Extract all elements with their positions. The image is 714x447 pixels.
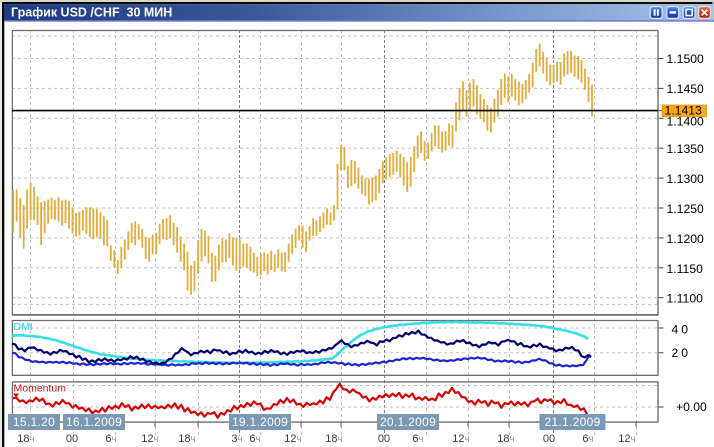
svg-text:1.1250: 1.1250 (667, 202, 704, 216)
svg-text:1.1350: 1.1350 (667, 142, 704, 156)
svg-text:19.1.2009: 19.1.2009 (232, 415, 288, 429)
svg-text:6ч: 6ч (249, 433, 260, 445)
svg-text:12ч: 12ч (284, 433, 301, 445)
svg-text:+0.00: +0.00 (676, 400, 707, 414)
svg-text:1.1413: 1.1413 (665, 104, 702, 118)
svg-text:18ч: 18ч (497, 433, 514, 445)
svg-text:График USD /CHF 30 МИН: График USD /CHF 30 МИН (11, 6, 172, 20)
svg-text:DMI: DMI (14, 321, 33, 333)
svg-text:1.1300: 1.1300 (667, 172, 704, 186)
svg-text:00: 00 (66, 433, 78, 445)
svg-text:18ч: 18ч (325, 433, 342, 445)
svg-text:Momentum: Momentum (14, 383, 67, 395)
svg-text:1.1450: 1.1450 (667, 82, 704, 96)
svg-text:18ч: 18ч (178, 433, 195, 445)
svg-text:6ч: 6ч (105, 433, 116, 445)
svg-text:20.1.2009: 20.1.2009 (380, 415, 436, 429)
svg-text:1.1150: 1.1150 (667, 262, 704, 276)
svg-text:00: 00 (543, 433, 555, 445)
svg-text:12ч: 12ч (618, 433, 635, 445)
svg-text:00: 00 (378, 433, 390, 445)
svg-text:3ч: 3ч (231, 433, 242, 445)
svg-text:18ч: 18ч (17, 433, 34, 445)
svg-text:12ч: 12ч (141, 433, 158, 445)
svg-text:40: 40 (672, 322, 692, 336)
svg-text:1.1100: 1.1100 (667, 292, 704, 306)
svg-text:16.1.2009: 16.1.2009 (66, 415, 122, 429)
svg-text:1.1200: 1.1200 (667, 232, 704, 246)
svg-text:6ч: 6ч (412, 433, 423, 445)
svg-text:1.1500: 1.1500 (667, 52, 704, 66)
svg-text:12ч: 12ч (452, 433, 469, 445)
svg-text:1.1400: 1.1400 (667, 115, 704, 129)
svg-text:21.1.2009: 21.1.2009 (544, 415, 600, 429)
svg-text:6ч: 6ч (582, 433, 593, 445)
svg-text:20: 20 (672, 346, 692, 360)
svg-text:15.1.20: 15.1.20 (13, 415, 55, 429)
